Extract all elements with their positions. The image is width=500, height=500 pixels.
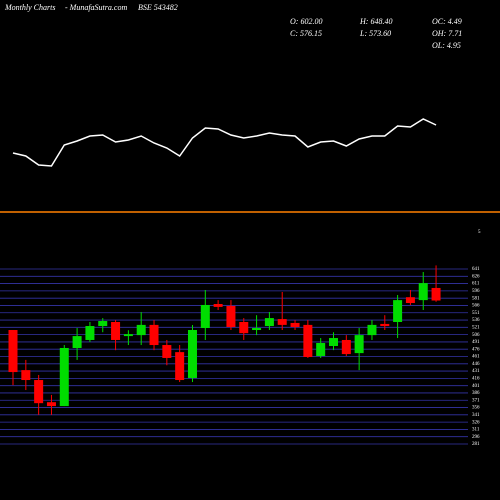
candle-body: [418, 283, 428, 301]
candle-body: [226, 305, 236, 327]
candle-body: [290, 322, 300, 327]
candle-body: [303, 324, 313, 357]
candle-body: [393, 300, 403, 322]
indicator-line: [12, 118, 437, 167]
candle-body: [213, 304, 223, 307]
candle-body: [46, 402, 56, 407]
y-tick-label: 311: [472, 428, 480, 433]
candle-body: [277, 319, 287, 325]
annotation: 5: [478, 230, 481, 235]
y-tick-label: 416: [472, 377, 480, 382]
candle-body: [252, 328, 262, 331]
candle-body: [380, 323, 390, 327]
candle-body: [59, 347, 69, 407]
y-tick-label: 401: [472, 384, 480, 389]
y-tick-label: 611: [472, 282, 480, 287]
candle-body: [149, 324, 159, 346]
y-tick-label: 521: [472, 325, 480, 330]
y-tick-label: 581: [472, 296, 480, 301]
y-tick-label: 506: [472, 333, 480, 338]
candle-body: [239, 321, 249, 334]
site-name: - MunafaSutra.com: [65, 3, 127, 12]
candle-body: [329, 338, 338, 346]
y-tick-label: 566: [472, 304, 480, 309]
y-tick-label: 641: [472, 267, 480, 272]
y-tick-label: 341: [472, 413, 480, 418]
candle-body: [162, 345, 172, 358]
candle-body: [354, 335, 364, 354]
candle-body: [111, 321, 121, 340]
y-tick-label: 386: [472, 391, 480, 396]
candle-body: [85, 326, 95, 340]
chart-label: Monthly Charts: [4, 3, 55, 12]
y-tick-label: 431: [472, 369, 480, 374]
candle-body: [175, 352, 185, 381]
y-tick-label: 281: [472, 442, 480, 447]
ol-stat: OL: 4.95: [432, 41, 461, 50]
y-tick-label: 536: [472, 318, 480, 323]
y-tick-label: 596: [472, 289, 480, 294]
candle-body: [34, 380, 44, 404]
symbol: BSE 543482: [138, 3, 178, 12]
candle-body: [187, 330, 197, 378]
candle-body: [367, 324, 377, 336]
y-tick-label: 491: [472, 340, 480, 345]
y-tick-label: 461: [472, 355, 480, 360]
close-stat: C: 576.15: [290, 29, 322, 38]
high-stat: H: 648.40: [359, 17, 392, 26]
candle-body: [341, 339, 351, 355]
candle-body: [264, 318, 274, 327]
candle-body: [8, 330, 18, 373]
candle-body: [316, 342, 326, 357]
candle-body: [21, 370, 31, 381]
y-tick-label: 446: [472, 362, 480, 367]
oh-stat: OH: 7.71: [432, 29, 462, 38]
y-tick-label: 296: [472, 435, 480, 440]
open-stat: O: 602.00: [290, 17, 322, 26]
candle-body: [136, 324, 146, 336]
oc-stat: OC: 4.49: [432, 17, 462, 26]
candle-body: [98, 321, 108, 327]
candle-body: [431, 287, 441, 301]
candle-body: [123, 334, 133, 337]
candle-body: [200, 304, 210, 329]
y-tick-label: 371: [472, 398, 480, 403]
candle-body: [405, 297, 415, 304]
y-tick-label: 476: [472, 347, 480, 352]
y-tick-label: 551: [472, 311, 480, 316]
y-tick-label: 356: [472, 406, 480, 411]
candle-body: [72, 336, 82, 348]
low-stat: L: 573.60: [359, 29, 391, 38]
y-tick-label: 626: [472, 274, 480, 279]
y-tick-label: 326: [472, 420, 480, 425]
